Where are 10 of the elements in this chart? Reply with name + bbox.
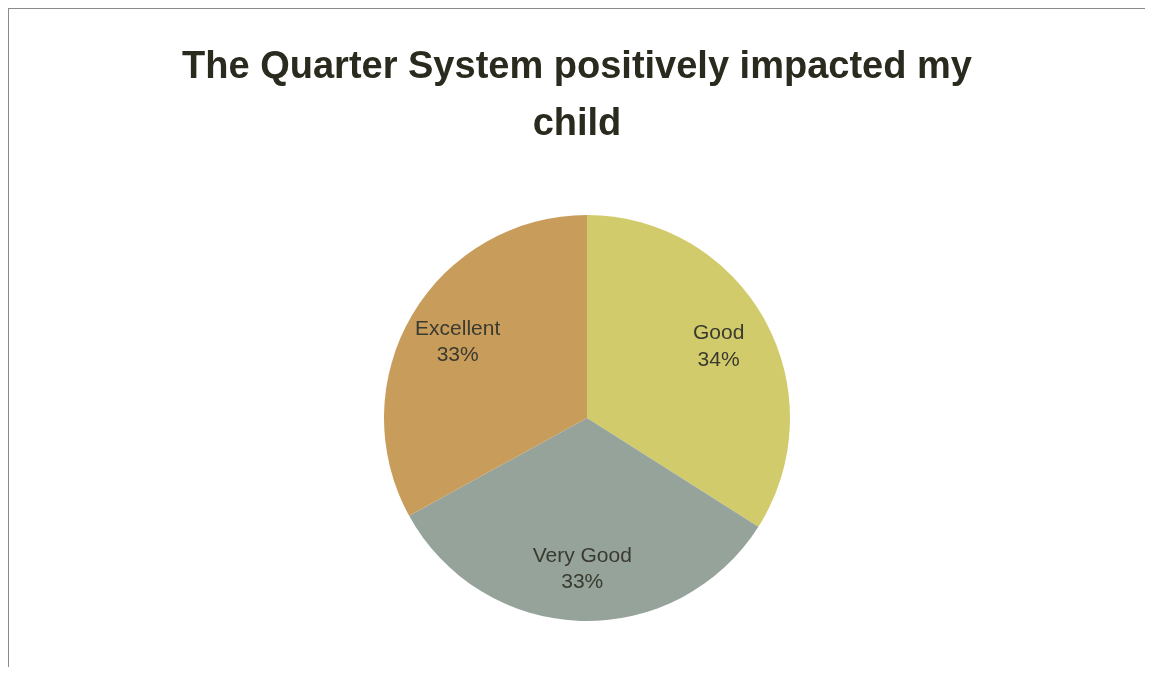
data-label: 34% bbox=[697, 346, 740, 370]
pie-slice bbox=[587, 215, 790, 527]
chart-title: The Quarter System positively impacted my child bbox=[181, 43, 973, 145]
data-label: 33% bbox=[561, 569, 604, 593]
pie-slice bbox=[409, 418, 759, 621]
slice-label: Excellent bbox=[415, 316, 501, 340]
slice-label: Good bbox=[692, 320, 745, 344]
slice-label: Very Good bbox=[532, 542, 632, 566]
data-label: 33% bbox=[436, 342, 479, 366]
pie-slice bbox=[384, 215, 587, 516]
